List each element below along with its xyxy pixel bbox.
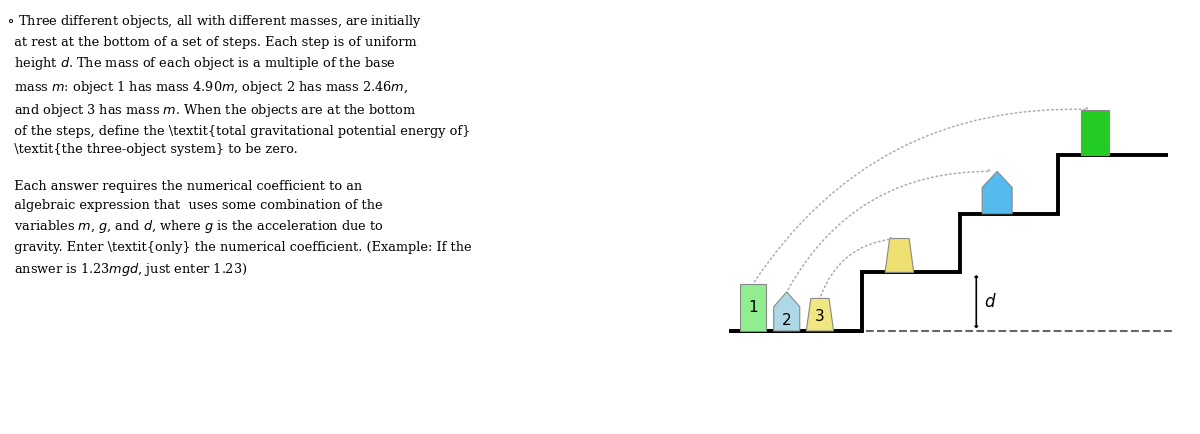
- Polygon shape: [886, 239, 913, 273]
- Bar: [1080, 109, 1109, 155]
- Polygon shape: [774, 292, 799, 331]
- Text: 2: 2: [782, 312, 792, 328]
- Text: 1: 1: [748, 300, 757, 315]
- Bar: [740, 284, 766, 331]
- Text: 3: 3: [815, 309, 824, 324]
- Polygon shape: [806, 299, 834, 331]
- Text: d: d: [984, 293, 995, 311]
- Text: $\mathbf{\circ}$ Three different objects, all with different masses, are initial: $\mathbf{\circ}$ Three different objects…: [6, 13, 472, 277]
- Polygon shape: [982, 171, 1012, 214]
